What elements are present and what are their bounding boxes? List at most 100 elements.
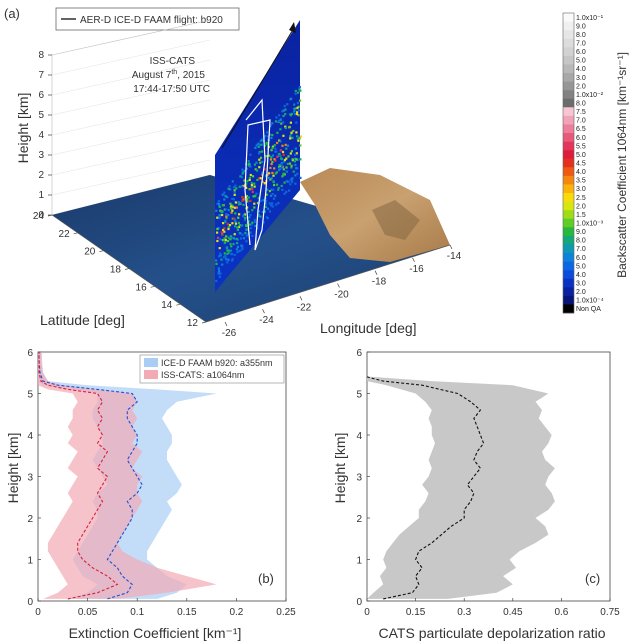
curtain-pixel <box>226 222 229 226</box>
curtain-pixel <box>294 89 297 93</box>
curtain-pixel <box>225 216 228 220</box>
curtain-pixel <box>283 192 286 195</box>
series-band-0 <box>367 376 555 599</box>
curtain-pixel <box>245 167 248 170</box>
lon-tick-mark <box>449 244 453 250</box>
curtain-pixel <box>274 150 277 153</box>
curtain-pixel <box>283 173 286 176</box>
curtain-pixel <box>267 176 270 179</box>
colorbar-swatch <box>563 270 574 280</box>
y-tick-label: 3 <box>356 473 362 484</box>
colorbar-swatch <box>563 244 574 254</box>
curtain-pixel <box>255 161 258 164</box>
curtain-pixel <box>245 234 248 237</box>
panel-a-lat-ticks: 12 14 16 18 20 22 24 <box>33 211 207 329</box>
curtain-pixel <box>278 154 281 157</box>
colorbar-label: 1.0x10⁻⁴ <box>576 298 604 305</box>
curtain-pixel <box>231 209 234 212</box>
curtain-pixel <box>227 225 230 228</box>
lon-tick-mark <box>374 270 378 275</box>
curtain-pixel <box>270 204 273 207</box>
curtain-pixel <box>237 216 240 219</box>
curtain-pixel <box>242 198 245 201</box>
curtain-pixel <box>223 230 226 233</box>
z-tick-label: 8 <box>38 50 44 61</box>
curtain-pixel <box>274 159 277 162</box>
curtain-pixel <box>257 197 260 200</box>
z-tick-label: 7 <box>38 70 44 81</box>
legend-label-cats: ISS-CATS: a1064nm <box>161 370 244 380</box>
curtain-pixel <box>236 251 239 254</box>
curtain-pixel <box>218 255 221 258</box>
curtain-pixel <box>236 226 239 229</box>
curtain-pixel <box>294 153 297 156</box>
curtain-pixel <box>246 200 249 203</box>
x-tick-label: 0.15 <box>177 607 197 618</box>
curtain-pixel <box>215 209 218 212</box>
curtain-pixel <box>299 89 302 92</box>
curtain-pixel <box>231 205 234 208</box>
curtain-pixel <box>288 162 292 165</box>
panel-b-label: (b) <box>258 571 274 586</box>
colorbar-swatch <box>563 107 574 117</box>
colorbar-swatch <box>563 304 574 314</box>
curtain-pixel <box>270 188 273 191</box>
curtain-pixel <box>269 123 272 126</box>
colorbar-label: 3.0 <box>576 186 586 193</box>
curtain-pixel <box>270 136 273 139</box>
curtain-pixel <box>280 158 283 161</box>
series-mean-line-0 <box>38 352 143 600</box>
curtain-pixel <box>239 232 242 235</box>
curtain-pixel <box>280 184 283 187</box>
curtain-pixel <box>286 144 289 147</box>
curtain-pixel <box>225 213 228 216</box>
curtain-pixel <box>249 227 252 230</box>
curtain-pixel <box>225 215 228 218</box>
curtain-pixel <box>237 221 240 224</box>
curtain-pixel <box>271 171 274 174</box>
curtain-pixel <box>292 129 295 133</box>
curtain-pixel <box>273 167 276 170</box>
curtain-pixel <box>264 203 267 206</box>
panel-a-back-gridlines <box>51 39 211 196</box>
curtain-pixel <box>276 155 279 158</box>
lat-tick-label: 14 <box>161 300 173 311</box>
curtain-pixel <box>272 174 275 177</box>
curtain-pixel <box>223 256 226 259</box>
curtain-pixel <box>246 180 249 183</box>
curtain-pixel <box>235 206 238 209</box>
curtain-pixel <box>283 160 286 164</box>
curtain-pixel <box>272 180 275 183</box>
curtain-pixel <box>289 114 292 117</box>
curtain-pixel <box>226 252 229 255</box>
colorbar-swatch <box>563 261 574 271</box>
curtain-pixel <box>233 193 236 196</box>
curtain-pixel <box>225 240 228 243</box>
curtain-pixel <box>241 168 244 171</box>
curtain-pixel <box>278 114 281 117</box>
curtain-pixel <box>239 249 242 252</box>
z-tick-label: 5 <box>38 110 44 121</box>
curtain-pixel <box>250 185 253 188</box>
panel-c-x-label: CATS particulate depolarization ratio <box>379 625 606 641</box>
curtain-pixel <box>289 121 292 124</box>
curtain-pixel <box>285 170 288 173</box>
curtain-pixel <box>217 200 220 203</box>
y-tick-label: 4 <box>27 431 33 442</box>
x-tick-label: 0.05 <box>78 607 98 618</box>
legend-swatch-iced <box>144 358 158 367</box>
curtain-pixel <box>258 177 261 180</box>
colorbar-label: 8.0 <box>576 32 586 39</box>
curtain-pixel <box>221 204 224 207</box>
panel-c-ticks: 0 0.15 0.3 0.45 0.6 0.75 0 1 2 3 4 5 6 <box>356 348 620 618</box>
curtain-pixel <box>278 166 281 169</box>
curtain-pixel <box>296 91 300 94</box>
curtain-pixel <box>224 238 227 241</box>
panel-a-lon-label: Longitude [deg] <box>320 320 417 336</box>
colorbar-label: 6.0 <box>576 49 586 56</box>
curtain-pixel <box>226 258 229 261</box>
curtain-pixel <box>291 136 294 139</box>
curtain-pixel <box>282 114 285 118</box>
curtain-pixel <box>293 157 297 160</box>
curtain-pixel <box>216 202 219 205</box>
